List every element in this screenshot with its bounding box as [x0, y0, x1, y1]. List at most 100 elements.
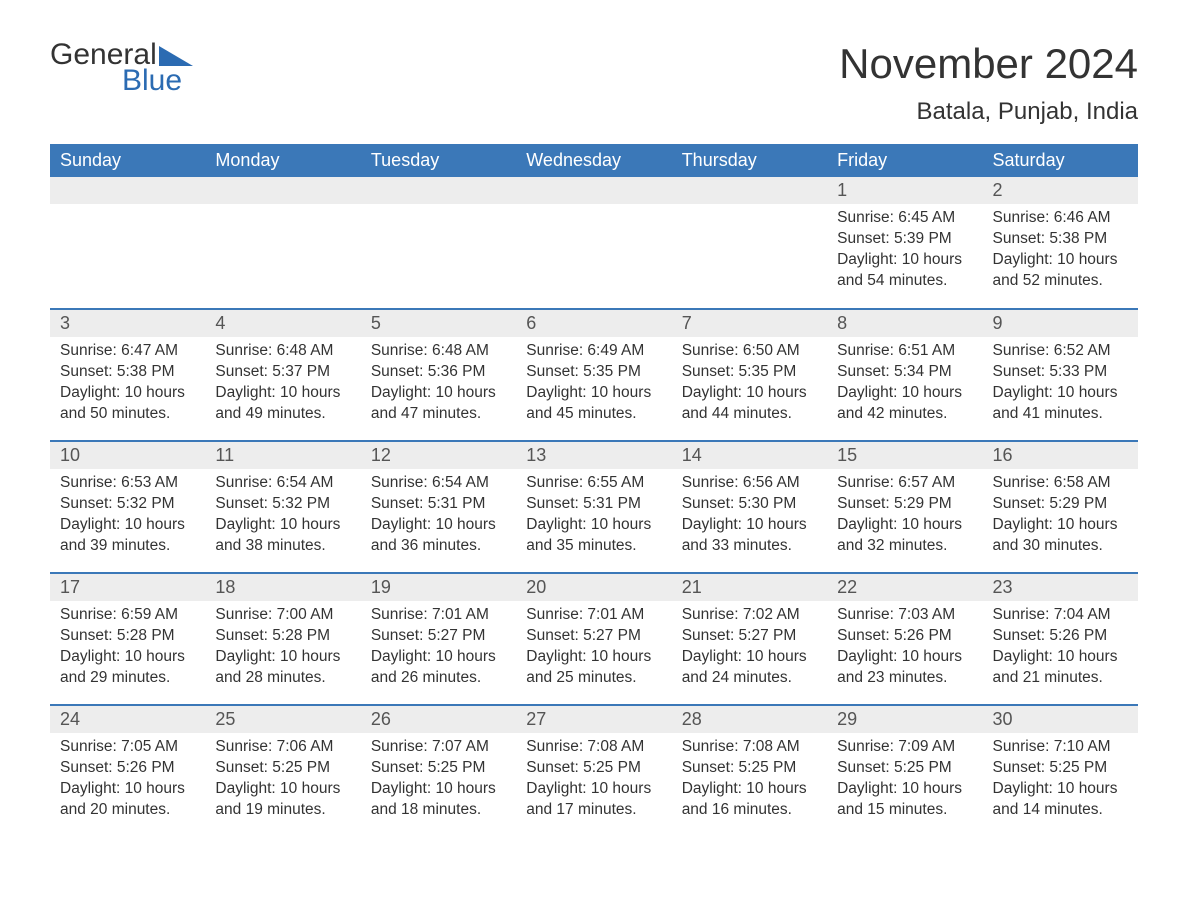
- day-number: [516, 177, 671, 204]
- daylight1-line: Daylight: 10 hours: [682, 647, 817, 668]
- sunset-line: Sunset: 5:25 PM: [682, 758, 817, 779]
- day-content: Sunrise: 7:07 AMSunset: 5:25 PMDaylight:…: [361, 733, 516, 831]
- sunset-line: Sunset: 5:33 PM: [993, 362, 1128, 383]
- sunset-line: Sunset: 5:35 PM: [682, 362, 817, 383]
- calendar-cell: 10Sunrise: 6:53 AMSunset: 5:32 PMDayligh…: [50, 441, 205, 573]
- day-number: 7: [672, 310, 827, 337]
- calendar-cell: 13Sunrise: 6:55 AMSunset: 5:31 PMDayligh…: [516, 441, 671, 573]
- sunset-line: Sunset: 5:29 PM: [993, 494, 1128, 515]
- sunrise-line: Sunrise: 7:10 AM: [993, 737, 1128, 758]
- sunset-line: Sunset: 5:28 PM: [60, 626, 195, 647]
- day-number: 18: [205, 574, 360, 601]
- day-content: Sunrise: 6:51 AMSunset: 5:34 PMDaylight:…: [827, 337, 982, 435]
- logo-triangle-icon: [159, 46, 193, 66]
- day-content: Sunrise: 7:08 AMSunset: 5:25 PMDaylight:…: [516, 733, 671, 831]
- day-number: 16: [983, 442, 1138, 469]
- sunrise-line: Sunrise: 6:49 AM: [526, 341, 661, 362]
- day-content: Sunrise: 7:06 AMSunset: 5:25 PMDaylight:…: [205, 733, 360, 831]
- calendar-cell: [516, 177, 671, 309]
- sunrise-line: Sunrise: 6:59 AM: [60, 605, 195, 626]
- sunset-line: Sunset: 5:35 PM: [526, 362, 661, 383]
- calendar-cell: 24Sunrise: 7:05 AMSunset: 5:26 PMDayligh…: [50, 705, 205, 837]
- day-content: Sunrise: 7:01 AMSunset: 5:27 PMDaylight:…: [516, 601, 671, 699]
- day-content: Sunrise: 6:58 AMSunset: 5:29 PMDaylight:…: [983, 469, 1138, 567]
- day-number: 26: [361, 706, 516, 733]
- day-number: 9: [983, 310, 1138, 337]
- sunset-line: Sunset: 5:25 PM: [993, 758, 1128, 779]
- sunrise-line: Sunrise: 7:04 AM: [993, 605, 1128, 626]
- sunset-line: Sunset: 5:38 PM: [60, 362, 195, 383]
- calendar-cell: 23Sunrise: 7:04 AMSunset: 5:26 PMDayligh…: [983, 573, 1138, 705]
- daylight2-line: and 32 minutes.: [837, 536, 972, 557]
- daylight2-line: and 30 minutes.: [993, 536, 1128, 557]
- calendar-cell: [50, 177, 205, 309]
- day-content: Sunrise: 7:05 AMSunset: 5:26 PMDaylight:…: [50, 733, 205, 831]
- sunrise-line: Sunrise: 7:01 AM: [526, 605, 661, 626]
- sunrise-line: Sunrise: 6:54 AM: [371, 473, 506, 494]
- daylight2-line: and 26 minutes.: [371, 668, 506, 689]
- calendar-cell: 15Sunrise: 6:57 AMSunset: 5:29 PMDayligh…: [827, 441, 982, 573]
- day-number: 21: [672, 574, 827, 601]
- sunset-line: Sunset: 5:25 PM: [371, 758, 506, 779]
- calendar-cell: 26Sunrise: 7:07 AMSunset: 5:25 PMDayligh…: [361, 705, 516, 837]
- weekday-header: Saturday: [983, 144, 1138, 177]
- calendar-table: Sunday Monday Tuesday Wednesday Thursday…: [50, 144, 1138, 837]
- daylight1-line: Daylight: 10 hours: [837, 383, 972, 404]
- weekday-header-row: Sunday Monday Tuesday Wednesday Thursday…: [50, 144, 1138, 177]
- day-content: Sunrise: 7:04 AMSunset: 5:26 PMDaylight:…: [983, 601, 1138, 699]
- day-number: [361, 177, 516, 204]
- sunset-line: Sunset: 5:34 PM: [837, 362, 972, 383]
- sunrise-line: Sunrise: 7:00 AM: [215, 605, 350, 626]
- day-content: Sunrise: 6:47 AMSunset: 5:38 PMDaylight:…: [50, 337, 205, 435]
- calendar-cell: 25Sunrise: 7:06 AMSunset: 5:25 PMDayligh…: [205, 705, 360, 837]
- day-number: 12: [361, 442, 516, 469]
- calendar-cell: [672, 177, 827, 309]
- calendar-week-row: 24Sunrise: 7:05 AMSunset: 5:26 PMDayligh…: [50, 705, 1138, 837]
- sunset-line: Sunset: 5:31 PM: [526, 494, 661, 515]
- sunset-line: Sunset: 5:36 PM: [371, 362, 506, 383]
- calendar-cell: 5Sunrise: 6:48 AMSunset: 5:36 PMDaylight…: [361, 309, 516, 441]
- sunset-line: Sunset: 5:37 PM: [215, 362, 350, 383]
- day-number: 27: [516, 706, 671, 733]
- sunset-line: Sunset: 5:27 PM: [371, 626, 506, 647]
- daylight2-line: and 18 minutes.: [371, 800, 506, 821]
- daylight2-line: and 20 minutes.: [60, 800, 195, 821]
- calendar-cell: 12Sunrise: 6:54 AMSunset: 5:31 PMDayligh…: [361, 441, 516, 573]
- daylight1-line: Daylight: 10 hours: [993, 647, 1128, 668]
- day-number: 5: [361, 310, 516, 337]
- daylight2-line: and 45 minutes.: [526, 404, 661, 425]
- calendar-cell: 11Sunrise: 6:54 AMSunset: 5:32 PMDayligh…: [205, 441, 360, 573]
- sunset-line: Sunset: 5:29 PM: [837, 494, 972, 515]
- sunrise-line: Sunrise: 7:01 AM: [371, 605, 506, 626]
- sunrise-line: Sunrise: 7:08 AM: [682, 737, 817, 758]
- calendar-cell: 2Sunrise: 6:46 AMSunset: 5:38 PMDaylight…: [983, 177, 1138, 309]
- day-number: 23: [983, 574, 1138, 601]
- daylight1-line: Daylight: 10 hours: [837, 647, 972, 668]
- calendar-cell: 22Sunrise: 7:03 AMSunset: 5:26 PMDayligh…: [827, 573, 982, 705]
- day-content: Sunrise: 6:50 AMSunset: 5:35 PMDaylight:…: [672, 337, 827, 435]
- weekday-header: Tuesday: [361, 144, 516, 177]
- calendar-week-row: 17Sunrise: 6:59 AMSunset: 5:28 PMDayligh…: [50, 573, 1138, 705]
- page-header: General Blue November 2024 Batala, Punja…: [50, 40, 1138, 126]
- daylight2-line: and 50 minutes.: [60, 404, 195, 425]
- weekday-header: Monday: [205, 144, 360, 177]
- day-number: 1: [827, 177, 982, 204]
- daylight1-line: Daylight: 10 hours: [837, 779, 972, 800]
- daylight1-line: Daylight: 10 hours: [526, 647, 661, 668]
- daylight1-line: Daylight: 10 hours: [682, 515, 817, 536]
- daylight1-line: Daylight: 10 hours: [526, 383, 661, 404]
- day-content: Sunrise: 6:54 AMSunset: 5:32 PMDaylight:…: [205, 469, 360, 567]
- day-number: [205, 177, 360, 204]
- daylight1-line: Daylight: 10 hours: [682, 383, 817, 404]
- day-number: 15: [827, 442, 982, 469]
- daylight2-line: and 36 minutes.: [371, 536, 506, 557]
- daylight1-line: Daylight: 10 hours: [215, 647, 350, 668]
- sunrise-line: Sunrise: 7:08 AM: [526, 737, 661, 758]
- sunset-line: Sunset: 5:25 PM: [526, 758, 661, 779]
- calendar-week-row: 10Sunrise: 6:53 AMSunset: 5:32 PMDayligh…: [50, 441, 1138, 573]
- sunset-line: Sunset: 5:25 PM: [215, 758, 350, 779]
- sunrise-line: Sunrise: 6:54 AM: [215, 473, 350, 494]
- sunset-line: Sunset: 5:32 PM: [215, 494, 350, 515]
- day-number: 2: [983, 177, 1138, 204]
- daylight1-line: Daylight: 10 hours: [60, 515, 195, 536]
